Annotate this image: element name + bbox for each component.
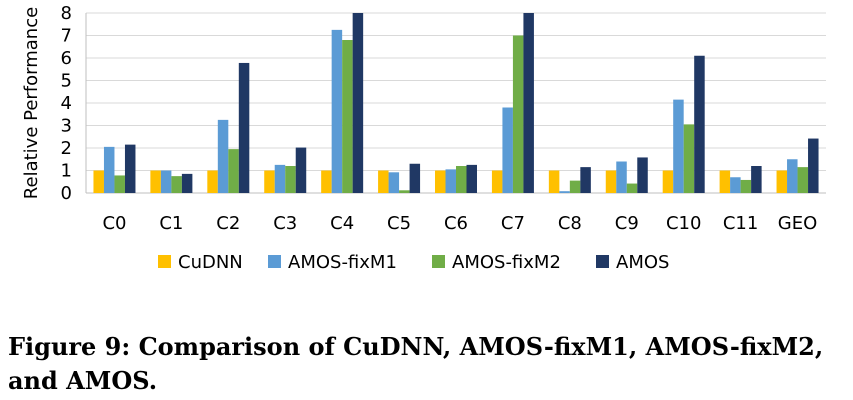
bar-cudnn-c1 [150,170,161,193]
bar-amos-fixm1-geo [787,159,798,193]
x-tick-label: GEO [778,213,818,234]
bar-amos-fixm2-c5 [399,190,410,193]
bar-amos-c3 [295,147,307,193]
legend-swatch [158,255,171,268]
y-tick-label: 0 [61,183,72,204]
bar-amos-c10 [694,55,705,193]
y-axis-label: Relative Performance [21,7,42,199]
bar-amos-geo [808,138,819,193]
bar-cudnn-c3 [264,170,275,193]
bar-amos-fixm2-c7 [512,35,524,193]
bar-amos-c1 [181,173,193,193]
bar-amos-fixm2-c6 [456,166,467,193]
x-tick-label: C5 [387,213,411,234]
bar-amos-fixm1-c9 [616,161,627,193]
bar-cudnn-c5 [378,170,389,193]
bar-cudnn-c10 [662,170,674,193]
bar-amos-fixm1-c0 [103,146,115,193]
bar-cudnn-c2 [207,170,218,193]
x-tick-label: C3 [273,213,297,234]
bar-cudnn-geo [776,170,788,193]
bar-amos-fixm2-c1 [171,176,182,193]
legend-label: CuDNN [178,252,243,273]
bar-cudnn-c9 [605,170,617,193]
bar-cudnn-c0 [93,170,104,193]
x-tick-label: C10 [666,213,701,234]
y-tick-label: 4 [61,93,72,114]
legend-label: AMOS-fixM2 [452,252,561,273]
legend-swatch [432,255,445,268]
bar-amos-c0 [124,144,136,193]
bar-cudnn-c8 [548,170,560,193]
x-tick-label: C8 [558,213,582,234]
figure-caption: Figure 9: Comparison of CuDNN, AMOS-fixM… [8,332,824,395]
bar-amos-fixm1-c4 [331,29,343,193]
y-tick-label: 5 [61,71,72,92]
x-tick-label: C4 [330,213,354,234]
legend-label: AMOS-fixM1 [288,252,397,273]
legend-swatch [268,255,281,268]
legend-label: AMOS [616,252,669,273]
bar-amos-fixm1-c8 [559,191,570,193]
bar-amos-c4 [352,13,364,193]
bar-amos-fixm1-c10 [673,99,684,193]
bar-cudnn-c11 [719,170,731,193]
y-tick-label: 2 [61,138,72,159]
bar-amos-fixm1-c7 [502,107,513,193]
y-tick-label: 3 [61,116,72,137]
bar-amos-fixm2-c4 [342,40,353,193]
bar-cudnn-c7 [491,170,503,193]
bar-amos-fixm1-c2 [217,119,229,193]
bar-amos-fixm2-c8 [569,180,581,193]
bar-amos-c6 [466,164,477,193]
x-tick-label: C11 [723,213,758,234]
bar-amos-fixm1-c6 [445,169,456,193]
bar-cudnn-c6 [435,170,446,193]
x-tick-label: C9 [615,213,639,234]
x-tick-label: C1 [159,213,183,234]
bar-amos-fixm2-c10 [683,124,695,193]
bar-amos-c11 [751,166,762,193]
bar-amos-c8 [580,167,591,193]
bar-amos-fixm1-c1 [160,170,172,193]
bar-amos-fixm2-c0 [114,175,125,193]
bar-amos-c5 [409,163,421,193]
bar-amos-c9 [637,157,648,193]
legend-swatch [596,255,609,268]
x-tick-label: C0 [102,213,126,234]
bar-amos-c2 [238,62,250,194]
bar-amos-fixm1-c3 [274,164,286,193]
x-tick-label: C7 [501,213,525,234]
y-tick-label: 7 [61,26,72,47]
x-tick-label: C6 [444,213,468,234]
x-tick-label: C2 [216,213,240,234]
y-tick-label: 8 [61,3,72,24]
bar-cudnn-c4 [321,170,332,193]
y-tick-label: 1 [61,161,72,182]
bar-amos-fixm2-c3 [285,166,296,193]
bar-amos-fixm2-geo [797,167,809,193]
bar-amos-fixm2-c9 [626,183,638,193]
bar-amos-fixm1-c5 [388,172,400,193]
bar-amos-c7 [523,13,534,193]
bar-amos-fixm1-c11 [730,177,741,193]
y-tick-label: 6 [61,48,72,69]
bar-amos-fixm2-c11 [740,179,752,193]
bar-amos-fixm2-c2 [228,149,239,193]
